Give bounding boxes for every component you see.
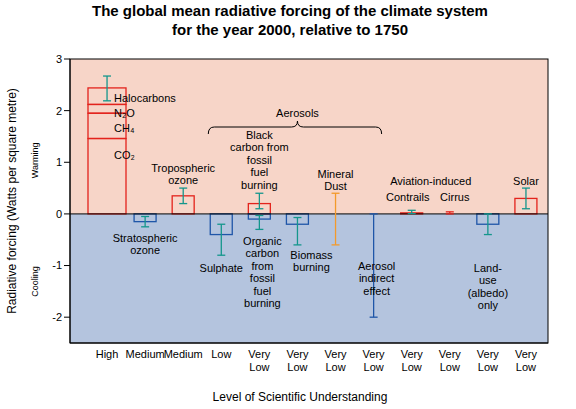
svg-text:Solar: Solar bbox=[513, 175, 539, 187]
svg-text:Low: Low bbox=[440, 361, 460, 373]
svg-text:fuel: fuel bbox=[251, 166, 269, 178]
svg-text:Radiative forcing (Watts per: Radiative forcing (Watts per square metr… bbox=[8, 88, 19, 314]
svg-text:Mineral: Mineral bbox=[318, 168, 354, 180]
svg-text:Low: Low bbox=[364, 361, 384, 373]
svg-text:use: use bbox=[479, 274, 497, 286]
svg-text:ozone: ozone bbox=[130, 244, 160, 256]
svg-text:CH₄: CH₄ bbox=[114, 122, 135, 134]
svg-text:-1: -1 bbox=[52, 259, 62, 271]
svg-text:Low: Low bbox=[211, 348, 231, 360]
svg-text:-2: -2 bbox=[52, 311, 62, 323]
svg-text:Low: Low bbox=[478, 361, 498, 373]
svg-text:Stratospheric: Stratospheric bbox=[113, 232, 178, 244]
svg-text:only: only bbox=[478, 299, 499, 311]
svg-text:Very: Very bbox=[286, 348, 309, 360]
svg-text:Aerosol: Aerosol bbox=[358, 260, 395, 272]
svg-text:for the year 2000, relative to: for the year 2000, relative to 1750 bbox=[172, 21, 408, 38]
svg-text:burning: burning bbox=[241, 179, 278, 191]
svg-text:Very: Very bbox=[515, 348, 538, 360]
svg-text:fossil: fossil bbox=[247, 154, 272, 166]
svg-text:Very: Very bbox=[477, 348, 500, 360]
svg-text:Low: Low bbox=[516, 361, 536, 373]
svg-text:Sulphate: Sulphate bbox=[200, 262, 243, 274]
svg-text:Low: Low bbox=[325, 361, 345, 373]
svg-text:N₂O: N₂O bbox=[114, 107, 135, 119]
svg-text:Tropospheric: Tropospheric bbox=[151, 162, 215, 174]
svg-text:Organic: Organic bbox=[243, 235, 282, 247]
svg-text:Biomass: Biomass bbox=[290, 249, 333, 261]
svg-text:Low: Low bbox=[402, 361, 422, 373]
svg-text:carbon: carbon bbox=[246, 247, 280, 259]
svg-text:Aviation-induced: Aviation-induced bbox=[390, 175, 471, 187]
svg-text:fuel: fuel bbox=[254, 285, 272, 297]
svg-text:indirect: indirect bbox=[359, 272, 394, 284]
svg-text:Aerosols: Aerosols bbox=[276, 107, 319, 119]
svg-text:Level of Scientific Understan: Level of Scientific Understanding bbox=[213, 390, 388, 404]
svg-text:Halocarbons: Halocarbons bbox=[114, 92, 176, 104]
svg-text:Very: Very bbox=[401, 348, 424, 360]
svg-text:carbon from: carbon from bbox=[230, 141, 289, 153]
svg-text:burning: burning bbox=[293, 261, 330, 273]
svg-text:Warming: Warming bbox=[30, 143, 40, 179]
svg-text:Medium: Medium bbox=[164, 348, 203, 360]
svg-text:burning: burning bbox=[244, 297, 281, 309]
svg-text:Low: Low bbox=[287, 361, 307, 373]
svg-text:(albedo): (albedo) bbox=[468, 287, 508, 299]
svg-text:Cirrus: Cirrus bbox=[440, 191, 470, 203]
svg-text:1: 1 bbox=[56, 156, 62, 168]
svg-text:from: from bbox=[251, 260, 273, 272]
svg-text:Black: Black bbox=[246, 129, 273, 141]
svg-text:Medium: Medium bbox=[126, 348, 165, 360]
svg-text:Very: Very bbox=[248, 348, 271, 360]
svg-text:Dust: Dust bbox=[324, 180, 347, 192]
svg-text:Contrails: Contrails bbox=[386, 191, 430, 203]
svg-text:The global mean radiative forc: The global mean radiative forcing of the… bbox=[92, 2, 488, 19]
svg-text:Cooling: Cooling bbox=[30, 266, 40, 297]
svg-text:High: High bbox=[96, 348, 119, 360]
svg-text:Very: Very bbox=[439, 348, 462, 360]
svg-text:2: 2 bbox=[56, 105, 62, 117]
svg-text:0: 0 bbox=[56, 208, 62, 220]
svg-text:Land-: Land- bbox=[474, 262, 502, 274]
svg-text:CO₂: CO₂ bbox=[114, 149, 135, 161]
svg-text:Low: Low bbox=[249, 361, 269, 373]
svg-text:3: 3 bbox=[56, 53, 62, 65]
svg-text:ozone: ozone bbox=[168, 174, 198, 186]
svg-text:effect: effect bbox=[363, 285, 390, 297]
svg-text:Very: Very bbox=[363, 348, 386, 360]
svg-text:Very: Very bbox=[325, 348, 348, 360]
svg-text:fossil: fossil bbox=[250, 272, 275, 284]
